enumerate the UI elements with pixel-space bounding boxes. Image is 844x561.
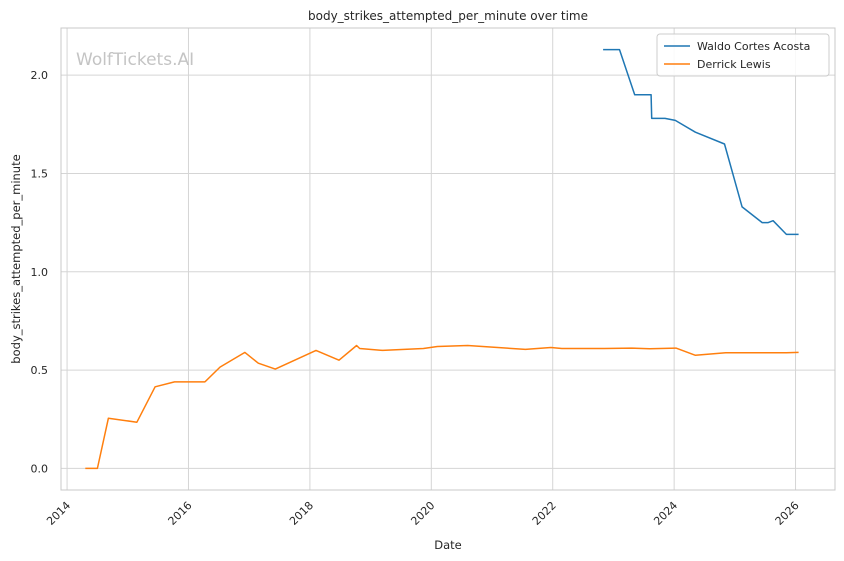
x-tick-label: 2014 bbox=[44, 499, 73, 528]
x-tick-label: 2022 bbox=[530, 499, 559, 528]
x-tick-label: 2024 bbox=[651, 499, 680, 528]
x-tick-label: 2020 bbox=[408, 499, 437, 528]
legend: Waldo Cortes Acosta Derrick Lewis bbox=[656, 33, 830, 77]
plot-frame bbox=[60, 27, 836, 491]
y-tick-label: 0.5 bbox=[31, 364, 49, 377]
y-axis-label: body_strikes_attempted_per_minute bbox=[9, 154, 23, 363]
y-tick-label: 2.0 bbox=[31, 69, 49, 82]
legend-label-waldo-cortes-acosta: Waldo Cortes Acosta bbox=[697, 40, 810, 53]
y-tick-label: 1.5 bbox=[31, 167, 49, 180]
legend-box bbox=[656, 33, 830, 77]
x-tick-label: 2026 bbox=[773, 499, 802, 528]
legend-label-derrick-lewis: Derrick Lewis bbox=[697, 58, 771, 71]
y-tick-label: 1.0 bbox=[31, 266, 49, 279]
chart-title: body_strikes_attempted_per_minute over t… bbox=[308, 9, 588, 23]
x-tick-label: 2018 bbox=[287, 499, 316, 528]
watermark: WolfTickets.AI bbox=[76, 50, 194, 70]
series-line-derrick-lewis bbox=[85, 344, 799, 470]
series-line-waldo-cortes-acosta bbox=[603, 48, 799, 236]
tick-labels: 2014 2016 2018 2020 2022 2024 2026 0.0 0.5 1.0 1.5… bbox=[31, 69, 802, 528]
y-tick-label: 0.0 bbox=[31, 462, 49, 475]
x-tick-label: 2016 bbox=[166, 499, 195, 528]
grid bbox=[61, 28, 835, 490]
x-axis-label: Date bbox=[434, 538, 462, 552]
series-layer bbox=[85, 48, 799, 470]
